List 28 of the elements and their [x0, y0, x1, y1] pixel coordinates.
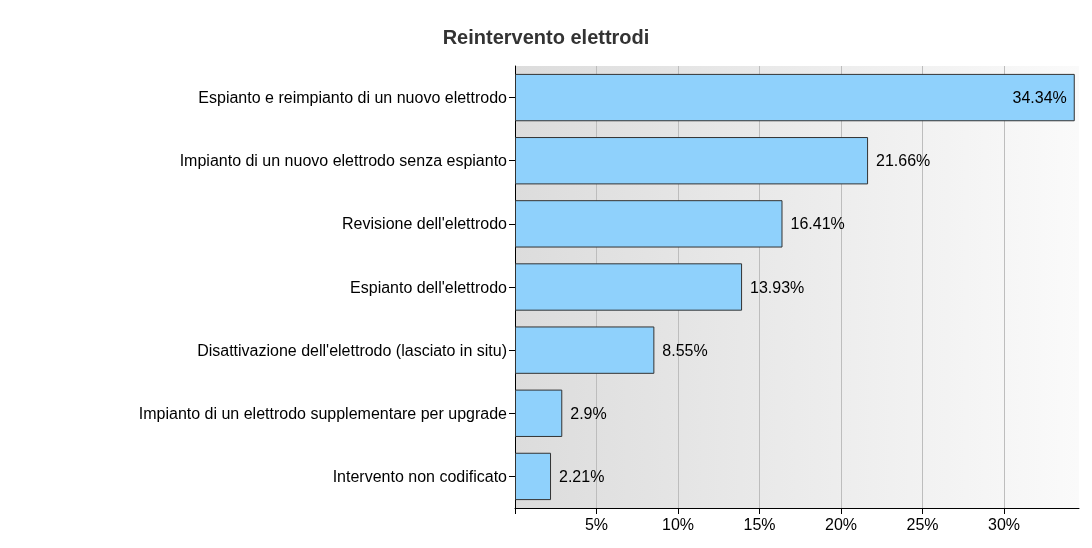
bar	[515, 389, 563, 437]
x-tick-label: 5%	[584, 515, 609, 533]
data-label: 8.55%	[662, 341, 708, 359]
data-label: 2.9%	[570, 404, 607, 422]
y-tick-label: Espianto e reimpianto di un nuovo elettrodo	[198, 89, 508, 107]
x-tick-label: 15%	[743, 515, 776, 533]
chart-title: Reintervento elettrodi	[442, 26, 650, 48]
bar	[515, 200, 783, 248]
y-tick-label: Intervento non codificato	[332, 467, 508, 485]
data-label: 34.34%	[1012, 89, 1067, 107]
data-label: 21.66%	[876, 152, 931, 170]
bar	[515, 73, 1075, 122]
y-tick-label: Disattivazione dell'elettrodo (lasciato in situ)	[197, 341, 507, 359]
x-tick-label: 30%	[988, 515, 1021, 533]
y-tick-label: Impianto di un nuovo elettrodo senza espianto	[179, 152, 508, 170]
y-tick-label: Revisione dell'elettrodo	[342, 215, 508, 233]
bar	[515, 326, 655, 374]
data-label: 2.21%	[559, 467, 605, 485]
x-tick-label: 10%	[661, 515, 695, 533]
bar	[515, 452, 552, 501]
data-label: 13.93%	[750, 278, 805, 296]
bar	[515, 263, 743, 311]
y-tick-label: Espianto dell'elettrodo	[350, 278, 508, 296]
x-tick-label: 20%	[825, 515, 858, 533]
bar	[515, 137, 869, 185]
data-label: 16.41%	[790, 215, 845, 233]
y-tick-label: Impianto di un elettrodo supplementare per upgrade	[138, 404, 508, 422]
x-tick-label: 25%	[906, 515, 939, 533]
